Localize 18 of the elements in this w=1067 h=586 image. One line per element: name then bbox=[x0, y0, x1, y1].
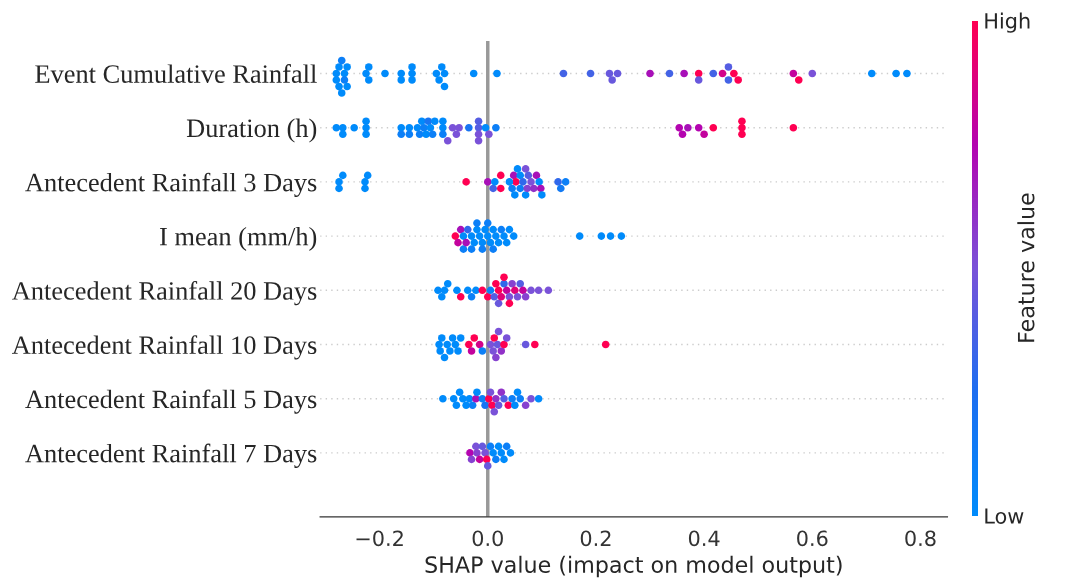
x-tick-label: 0.2 bbox=[580, 530, 611, 547]
y-tick-label: Antecedent Rainfall 3 Days bbox=[25, 172, 317, 197]
x-axis-title: SHAP value (impact on model output) bbox=[425, 555, 842, 578]
x-tick-label: 0.6 bbox=[797, 530, 828, 547]
y-tick-label: Event Cumulative Rainfall bbox=[35, 64, 317, 83]
y-tick-label: Antecedent Rainfall 5 Days bbox=[25, 389, 317, 414]
x-tick-label: 0.0 bbox=[472, 530, 503, 547]
color-bar-label: High bbox=[985, 12, 1030, 33]
color-bar-title: Feature value bbox=[1017, 193, 1035, 342]
color-bar-label: Low bbox=[985, 508, 1024, 524]
x-tick-label: 0.4 bbox=[688, 530, 720, 547]
y-tick-label: Antecedent Rainfall 10 Days bbox=[12, 335, 317, 360]
x-tick-label: −0.2 bbox=[356, 530, 403, 547]
y-tick-label: Duration (h) bbox=[186, 118, 317, 143]
x-tick-label: 0.8 bbox=[905, 530, 936, 547]
y-tick-label: I mean (mm/h) bbox=[159, 226, 317, 251]
y-tick-label: Antecedent Rainfall 20 Days bbox=[12, 281, 317, 306]
y-tick-label: Antecedent Rainfall 7 Days bbox=[25, 443, 317, 468]
